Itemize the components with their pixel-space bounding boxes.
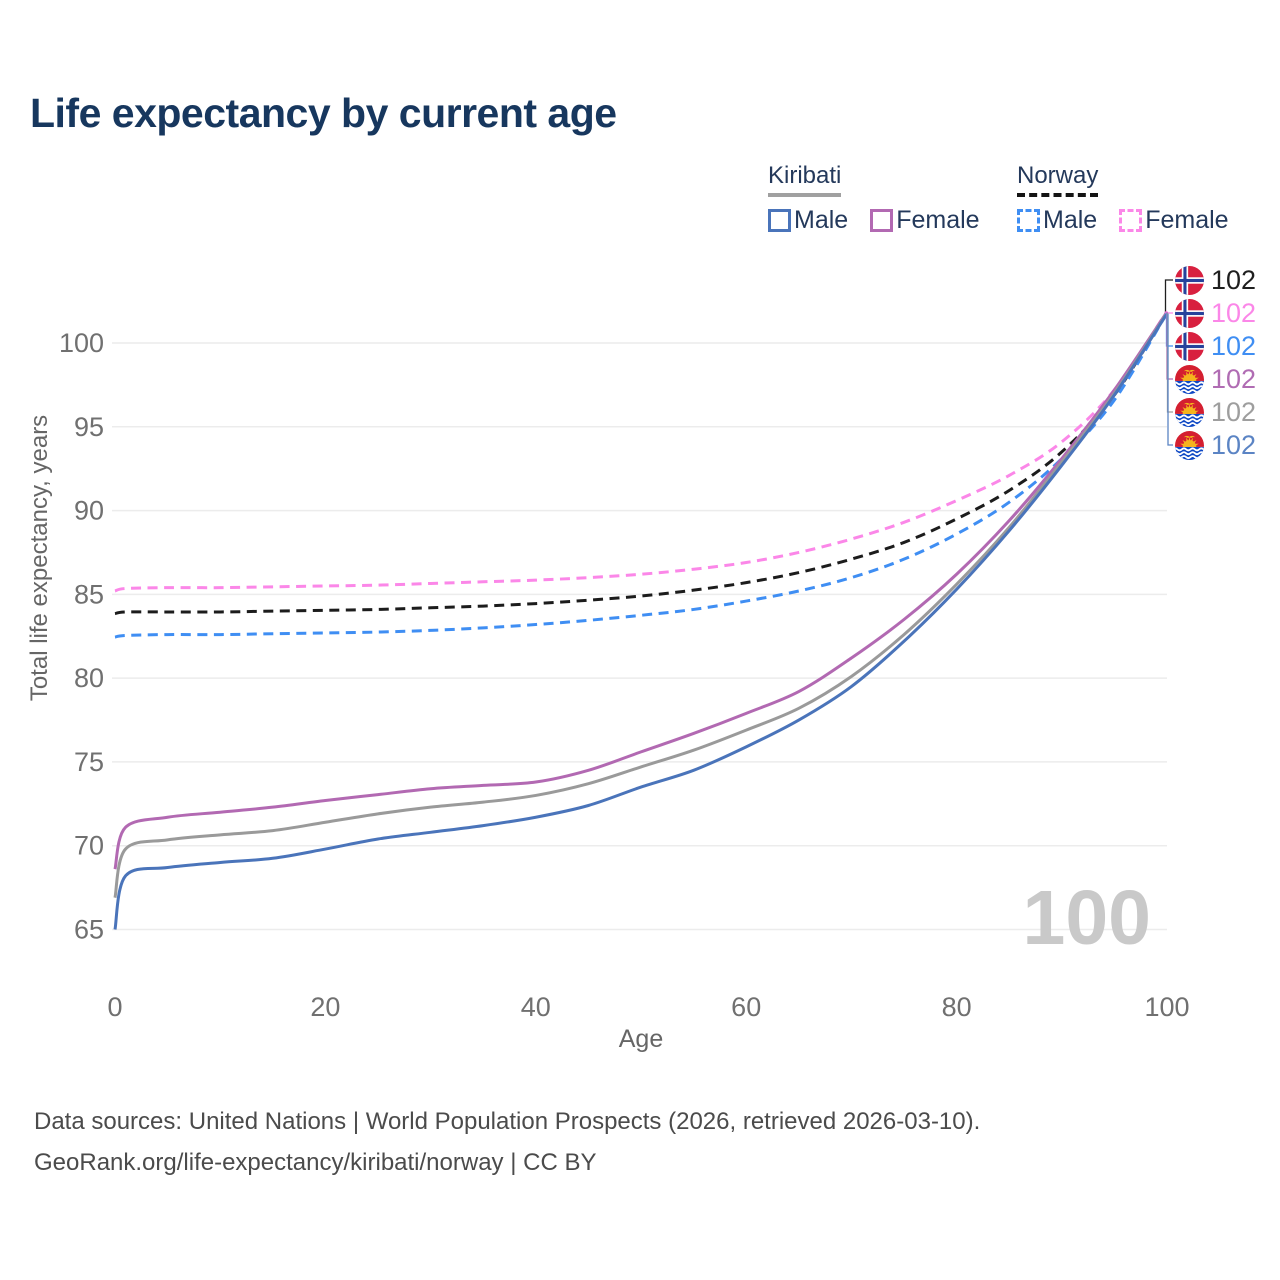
legend-label: Female	[1145, 206, 1229, 234]
legend-item-norway-female: Female	[1119, 206, 1229, 235]
x-axis-tick-labels: 0 20 40 60 80 100	[107, 992, 1189, 1022]
svg-text:80: 80	[942, 992, 972, 1022]
end-value-label: 102	[1211, 297, 1257, 328]
legend-group-kiribati: Kiribati Male Female	[768, 162, 980, 235]
norway-flag-icon	[1175, 265, 1204, 295]
series-curves	[113, 310, 1169, 930]
end-value-label: 102	[1211, 330, 1257, 361]
svg-text:90: 90	[74, 496, 104, 526]
svg-text:65: 65	[74, 915, 104, 945]
end-value-label: 102	[1211, 363, 1257, 394]
y-axis-tick-labels: 65 70 75 80 85 90 95 100	[59, 328, 104, 945]
end-label-row: 102	[1175, 430, 1256, 460]
end-value-label: 102	[1211, 429, 1257, 460]
legend-item-norway-male: Male	[1017, 206, 1097, 235]
svg-text:70: 70	[74, 831, 104, 861]
svg-text:95: 95	[74, 412, 104, 442]
x-axis-title: Age	[619, 1025, 663, 1053]
end-value-label: 102	[1211, 396, 1257, 427]
legend-title-norway: Norway	[1017, 162, 1099, 197]
norway-female-swatch-icon	[1119, 209, 1143, 232]
kiribati-flag-icon	[1175, 397, 1204, 427]
svg-text:60: 60	[731, 992, 761, 1022]
kiribati-flag-icon	[1175, 364, 1204, 394]
y-axis-title: Total life expectancy, years	[26, 415, 53, 701]
norway-flag-icon	[1175, 331, 1204, 361]
kiribati-male-swatch-icon	[768, 209, 791, 232]
end-label-row: 102	[1175, 364, 1256, 394]
kiribati-female-swatch-icon	[870, 209, 894, 232]
watermark: 100	[1023, 875, 1151, 961]
norway-male-swatch-icon	[1017, 209, 1040, 232]
legend-label: Female	[896, 206, 980, 234]
gridlines	[112, 342, 1167, 931]
leader-lines	[1164, 279, 1173, 446]
legend-label: Male	[794, 206, 849, 234]
norway-flag-icon	[1175, 298, 1204, 328]
svg-text:85: 85	[74, 579, 104, 609]
end-label-row: 102	[1175, 331, 1256, 361]
footer-line-1: Data sources: United Nations | World Pop…	[34, 1108, 981, 1135]
legend-title-kiribati: Kiribati	[768, 162, 842, 197]
legend-label: Male	[1043, 206, 1098, 234]
page-title: Life expectancy by current age	[30, 90, 617, 136]
footer: Data sources: United Nations | World Pop…	[34, 1101, 980, 1183]
legend-group-norway: Norway Male Female	[1017, 162, 1229, 235]
end-label-row: 102	[1175, 265, 1256, 295]
end-label-row: 102	[1175, 397, 1256, 427]
svg-text:100: 100	[59, 328, 104, 358]
end-value-label: 102	[1211, 264, 1257, 295]
end-label-row: 102	[1175, 298, 1256, 328]
svg-text:0: 0	[107, 992, 122, 1022]
svg-text:80: 80	[74, 663, 104, 693]
footer-line-2: GeoRank.org/life-expectancy/kiribati/nor…	[34, 1149, 597, 1176]
svg-text:75: 75	[74, 747, 104, 777]
svg-text:20: 20	[310, 992, 340, 1022]
svg-text:40: 40	[521, 992, 551, 1022]
svg-text:100: 100	[1144, 992, 1189, 1022]
legend-item-kiribati-male: Male	[768, 206, 848, 235]
legend-item-kiribati-female: Female	[870, 206, 980, 235]
kiribati-flag-icon	[1175, 430, 1204, 460]
